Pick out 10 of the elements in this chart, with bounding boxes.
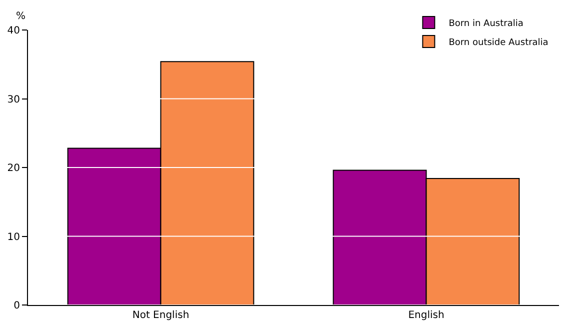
- y-tick-label: 40: [7, 26, 20, 36]
- legend-label: Born outside Australia: [448, 38, 548, 48]
- legend-label: Born in Australia: [448, 19, 524, 30]
- y-tick-label: 0: [14, 300, 20, 312]
- y-axis-title: %: [16, 11, 26, 22]
- y-tick-label: 30: [7, 94, 20, 106]
- y-tick-label: 10: [7, 232, 20, 243]
- x-tick-label: English: [408, 310, 444, 321]
- y-tick-label: 20: [7, 163, 20, 174]
- x-tick-label: Not English: [132, 310, 190, 321]
